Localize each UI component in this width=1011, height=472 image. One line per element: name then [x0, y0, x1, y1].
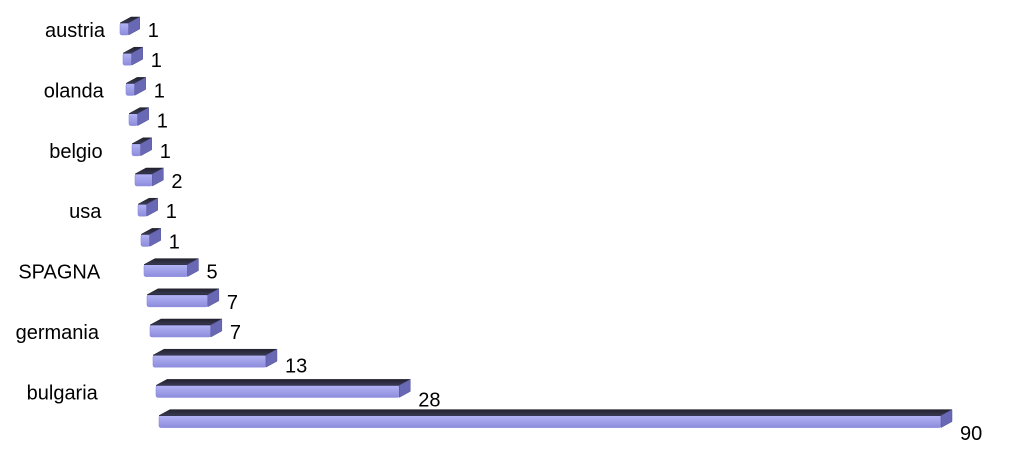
- bar-side: [187, 258, 199, 278]
- data-label: 1: [151, 50, 162, 72]
- data-label: 28: [418, 389, 440, 411]
- category-label: usa: [69, 201, 102, 223]
- bar-front: [122, 52, 132, 66]
- bar-side: [207, 288, 220, 308]
- bar-side: [210, 318, 223, 338]
- bar-side: [140, 137, 152, 157]
- bar-side: [134, 76, 146, 96]
- bar-top: [146, 288, 219, 296]
- bar-top: [149, 318, 222, 326]
- bar-front: [158, 415, 942, 428]
- bar-front: [149, 324, 212, 338]
- bar-front: [146, 294, 209, 308]
- bar-front: [140, 234, 150, 247]
- bar-side: [940, 409, 953, 429]
- bar-side: [152, 167, 164, 187]
- data-label: 1: [169, 231, 180, 253]
- category-label: SPAGNA: [18, 262, 101, 284]
- bar-side: [146, 197, 158, 217]
- bar: [119, 16, 140, 36]
- bar-side: [131, 46, 143, 66]
- category-label: bulgaria: [27, 382, 99, 404]
- data-label: 7: [227, 292, 238, 314]
- labels-layer: 1austria11olanda11belgio21usa15SPAGNA77g…: [16, 20, 983, 445]
- data-label: 1: [160, 141, 171, 163]
- bar-side: [149, 227, 161, 247]
- bar: [131, 137, 152, 157]
- category-label: belgio: [49, 141, 102, 163]
- bar-side: [399, 378, 411, 398]
- bar: [140, 227, 161, 247]
- bar-side: [128, 16, 140, 36]
- category-label: austria: [45, 20, 106, 42]
- category-label: olanda: [44, 80, 105, 102]
- bar-front: [128, 113, 138, 126]
- bar: [143, 258, 199, 278]
- data-label: 7: [230, 322, 241, 344]
- bar: [137, 197, 158, 217]
- bar: [122, 46, 143, 66]
- bar-front: [137, 203, 147, 217]
- bar: [152, 348, 278, 368]
- data-label: 1: [166, 201, 177, 223]
- data-label: 2: [171, 171, 182, 193]
- bar-side: [265, 348, 278, 368]
- bar-front: [155, 385, 400, 398]
- bar: [134, 167, 164, 187]
- bar-front: [131, 143, 141, 157]
- bar-front: [134, 173, 153, 187]
- bars-layer: [119, 16, 953, 429]
- bar: [125, 76, 146, 96]
- bar: [158, 409, 953, 429]
- bar-top: [152, 348, 278, 356]
- bar: [146, 288, 220, 308]
- bar: [155, 378, 411, 398]
- bar-front: [152, 354, 267, 368]
- bar-top: [158, 409, 953, 416]
- data-label: 1: [157, 111, 168, 133]
- bar-front: [143, 264, 188, 277]
- bar-front: [125, 83, 135, 96]
- bar-side: [137, 107, 149, 127]
- data-label: 1: [154, 80, 165, 102]
- data-label: 13: [285, 356, 307, 378]
- bar: [128, 107, 149, 127]
- bar: [149, 318, 223, 338]
- data-label: 90: [960, 423, 982, 445]
- data-label: 1: [148, 20, 159, 42]
- data-label: 5: [206, 262, 217, 284]
- bar-front: [119, 22, 129, 36]
- category-label: germania: [16, 322, 100, 344]
- bar-top: [155, 379, 411, 386]
